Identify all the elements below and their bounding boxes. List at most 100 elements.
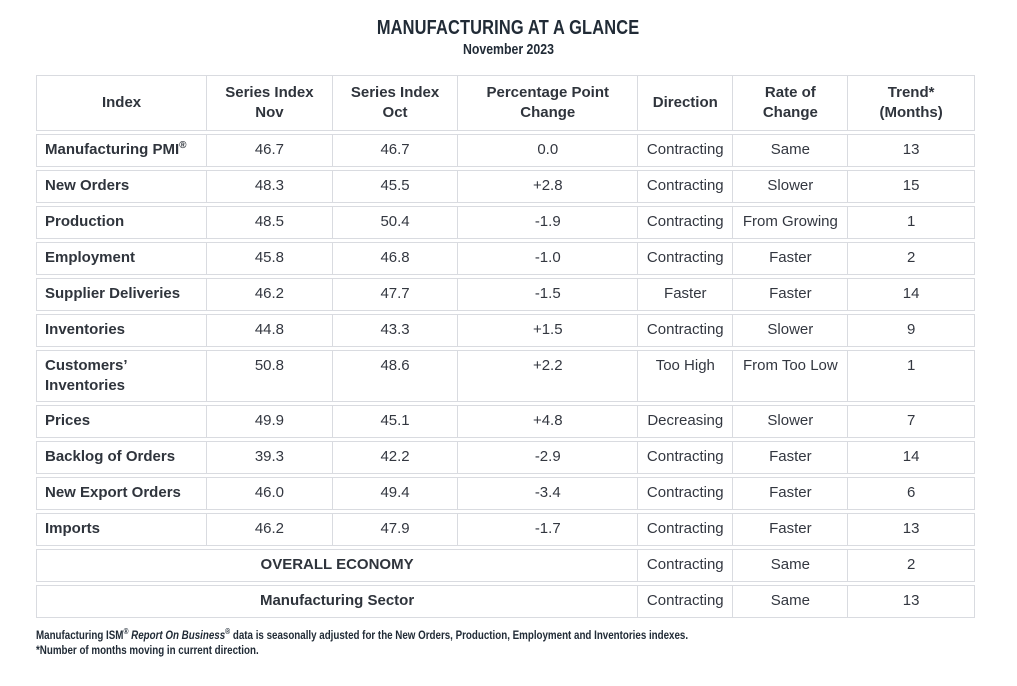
table-row-imports: Imports 46.2 47.9 -1.7 Contracting Faste… [36, 513, 975, 546]
rate-cell: Same [733, 134, 849, 167]
rate-cell: Faster [733, 513, 849, 546]
direction-cell: Contracting [638, 206, 734, 239]
direction-cell: Too High [638, 350, 734, 402]
change-value-cell: -1.9 [458, 206, 639, 239]
oct-value-cell: 42.2 [332, 441, 459, 474]
oct-value-cell: 47.9 [332, 513, 459, 546]
page-title-text: MANUFACTURING AT A GLANCE [377, 17, 640, 39]
rate-cell: Faster [733, 242, 849, 275]
trend-cell: 2 [848, 549, 975, 582]
oct-value-cell: 50.4 [332, 206, 459, 239]
header-cell-series-nov: Series Index Nov [207, 75, 333, 131]
direction-cell: Contracting [638, 441, 734, 474]
oct-value-cell: 47.7 [332, 278, 459, 311]
report-header: MANUFACTURING AT A GLANCE November 2023 [0, 0, 1017, 59]
row-label-cell: Production [36, 206, 208, 239]
trend-cell: 13 [848, 513, 975, 546]
table-row-backlog-of-orders: Backlog of Orders 39.3 42.2 -2.9 Contrac… [36, 441, 975, 474]
rate-cell: Same [733, 549, 849, 582]
summary-row-overall-economy: OVERALL ECONOMY Contracting Same 2 [36, 549, 975, 582]
header-cell-series-oct: Series Index Oct [332, 75, 459, 131]
row-label-cell: Prices [36, 405, 208, 438]
rate-cell: Slower [733, 170, 849, 203]
row-label-cell: Customers’ Inventories [36, 350, 208, 402]
footnotes: Manufacturing ISM® Report On Business® d… [36, 627, 1017, 659]
manufacturing-glance-table: Index Series Index Nov Series Index Oct … [36, 72, 975, 621]
rate-cell: Faster [733, 441, 849, 474]
change-value-cell: -1.0 [458, 242, 639, 275]
registered-mark: ® [225, 627, 231, 637]
oct-value-cell: 45.1 [332, 405, 459, 438]
footnote-line1-text: Manufacturing ISM® Report On Business® d… [36, 627, 689, 644]
oct-value-cell: 49.4 [332, 477, 459, 510]
header-cell-change: Percentage Point Change [458, 75, 639, 131]
trend-cell: 1 [848, 350, 975, 402]
change-value-cell: -3.4 [458, 477, 639, 510]
oct-value-cell: 46.8 [332, 242, 459, 275]
header-row: Index Series Index Nov Series Index Oct … [36, 75, 975, 131]
trend-cell: 14 [848, 278, 975, 311]
row-label-cell: Imports [36, 513, 208, 546]
oct-value-cell: 45.5 [332, 170, 459, 203]
header-cell-direction: Direction [638, 75, 734, 131]
change-value-cell: -1.7 [458, 513, 639, 546]
trend-cell: 1 [848, 206, 975, 239]
page-title: MANUFACTURING AT A GLANCE [0, 17, 1017, 39]
direction-cell: Decreasing [638, 405, 734, 438]
direction-cell: Contracting [638, 134, 734, 167]
direction-cell: Contracting [638, 513, 734, 546]
nov-value-cell: 39.3 [207, 441, 333, 474]
registered-mark: ® [123, 627, 129, 637]
change-value-cell: +1.5 [458, 314, 639, 347]
change-value-cell: -1.5 [458, 278, 639, 311]
direction-cell: Contracting [638, 549, 734, 582]
table-row-prices: Prices 49.9 45.1 +4.8 Decreasing Slower … [36, 405, 975, 438]
nov-value-cell: 46.2 [207, 513, 333, 546]
summary-label-cell: OVERALL ECONOMY [36, 549, 639, 582]
change-value-cell: 0.0 [458, 134, 639, 167]
oct-value-cell: 48.6 [332, 350, 459, 402]
row-label-cell: Manufacturing PMI® [36, 134, 208, 167]
summary-row-manufacturing-sector: Manufacturing Sector Contracting Same 13 [36, 585, 975, 618]
header-cell-rate: Rate of Change [733, 75, 849, 131]
change-value-cell: +4.8 [458, 405, 639, 438]
report-on-business-italic: Report On Business [128, 630, 226, 642]
table-row-supplier-deliveries: Supplier Deliveries 46.2 47.7 -1.5 Faste… [36, 278, 975, 311]
row-label: Manufacturing PMI [45, 141, 180, 158]
direction-cell: Contracting [638, 242, 734, 275]
footnote-text: data is seasonally adjusted for the New … [230, 630, 689, 642]
table-row-production: Production 48.5 50.4 -1.9 Contracting Fr… [36, 206, 975, 239]
row-label-cell: Backlog of Orders [36, 441, 208, 474]
change-value-cell: +2.8 [458, 170, 639, 203]
registered-mark: ® [179, 140, 187, 151]
nov-value-cell: 46.7 [207, 134, 333, 167]
footnote-seasonal-adjustment: Manufacturing ISM® Report On Business® d… [36, 627, 1017, 644]
row-label-cell: Inventories [36, 314, 208, 347]
nov-value-cell: 44.8 [207, 314, 333, 347]
page-subtitle: November 2023 [0, 39, 1017, 59]
trend-cell: 14 [848, 441, 975, 474]
oct-value-cell: 43.3 [332, 314, 459, 347]
nov-value-cell: 46.0 [207, 477, 333, 510]
nov-value-cell: 50.8 [207, 350, 333, 402]
table-row-employment: Employment 45.8 46.8 -1.0 Contracting Fa… [36, 242, 975, 275]
header-cell-trend: Trend* (Months) [848, 75, 975, 131]
table-row-new-orders: New Orders 48.3 45.5 +2.8 Contracting Sl… [36, 170, 975, 203]
nov-value-cell: 45.8 [207, 242, 333, 275]
trend-cell: 9 [848, 314, 975, 347]
direction-cell: Faster [638, 278, 734, 311]
oct-value-cell: 46.7 [332, 134, 459, 167]
nov-value-cell: 46.2 [207, 278, 333, 311]
change-value-cell: -2.9 [458, 441, 639, 474]
rate-cell: Slower [733, 405, 849, 438]
row-label-cell: Supplier Deliveries [36, 278, 208, 311]
table-row-customers-inventories: Customers’ Inventories 50.8 48.6 +2.2 To… [36, 350, 975, 402]
table-row-new-export-orders: New Export Orders 46.0 49.4 -3.4 Contrac… [36, 477, 975, 510]
direction-cell: Contracting [638, 585, 734, 618]
direction-cell: Contracting [638, 314, 734, 347]
row-label-cell: New Orders [36, 170, 208, 203]
trend-cell: 2 [848, 242, 975, 275]
header-cell-index: Index [36, 75, 208, 131]
trend-cell: 6 [848, 477, 975, 510]
nov-value-cell: 49.9 [207, 405, 333, 438]
